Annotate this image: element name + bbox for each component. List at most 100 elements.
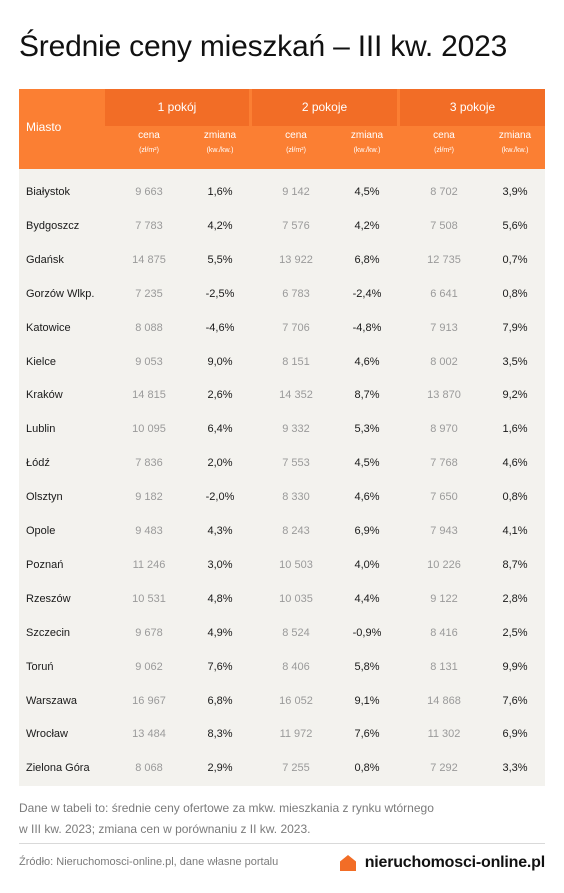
table-row: Toruń 9 062 7,6% 8 406 5,8% 8 131 9,9% [19, 650, 545, 684]
change-cell: 7,9% [502, 321, 528, 334]
price-cell: 7 706 [282, 321, 310, 334]
change-cell: 4,8% [207, 592, 233, 605]
price-cell: 10 503 [279, 558, 313, 571]
price-cell: 8 524 [282, 626, 310, 639]
change-cell: 8,7% [354, 389, 380, 402]
column-header-change: zmiana (kw./kw.) [337, 129, 397, 157]
change-cell: 0,8% [502, 491, 528, 504]
price-cell: 7 553 [282, 457, 310, 470]
column-header-change: zmiana (kw./kw.) [485, 129, 545, 157]
price-cell: 14 868 [427, 694, 461, 707]
city-name: Wrocław [26, 728, 68, 741]
price-table: Miasto 1 pokój 2 pokoje 3 pokoje cena (zł… [19, 89, 545, 786]
table-row: Kielce 9 053 9,0% 8 151 4,6% 8 002 3,5% [19, 345, 545, 379]
table-row: Katowice 8 088 -4,6% 7 706 -4,8% 7 913 7,9% [19, 311, 545, 345]
source-text: Źródło: Nieruchomosci-online.pl, dane wł… [19, 856, 279, 868]
change-cell: 5,3% [354, 423, 380, 436]
price-cell: 10 035 [279, 592, 313, 605]
change-cell: 6,8% [354, 253, 380, 266]
change-cell: -2,4% [352, 287, 382, 300]
price-cell: 7 292 [430, 762, 458, 775]
price-cell: 14 875 [132, 253, 166, 266]
city-name: Katowice [26, 321, 71, 334]
city-name: Szczecin [26, 626, 71, 639]
price-cell: 12 735 [427, 253, 461, 266]
price-cell: 7 913 [430, 321, 458, 334]
change-cell: 4,6% [354, 491, 380, 504]
price-cell: 7 508 [430, 219, 458, 232]
price-cell: 16 052 [279, 694, 313, 707]
change-cell: 7,6% [354, 728, 380, 741]
table-row: Poznań 11 246 3,0% 10 503 4,0% 10 226 8,7% [19, 548, 545, 582]
price-cell: 8 151 [282, 355, 310, 368]
table-row: Opole 9 483 4,3% 8 243 6,9% 7 943 4,1% [19, 514, 545, 548]
price-cell: 13 870 [427, 389, 461, 402]
city-name: Poznań [26, 558, 64, 571]
city-name: Gdańsk [26, 253, 64, 266]
price-cell: 8 330 [282, 491, 310, 504]
city-name: Łódź [26, 457, 50, 470]
price-cell: 7 650 [430, 491, 458, 504]
change-cell: 5,5% [207, 253, 233, 266]
price-cell: 11 302 [427, 728, 461, 741]
price-cell: 13 922 [279, 253, 313, 266]
price-cell: 8 002 [430, 355, 458, 368]
column-header-unit: (kw./kw.) [353, 147, 381, 154]
table-row: Łódź 7 836 2,0% 7 553 4,5% 7 768 4,6% [19, 446, 545, 480]
table-row: Rzeszów 10 531 4,8% 10 035 4,4% 9 122 2,8% [19, 582, 545, 616]
price-cell: 8 131 [430, 660, 458, 673]
change-cell: -2,0% [205, 491, 235, 504]
price-cell: 9 053 [135, 355, 163, 368]
price-cell: 11 246 [132, 558, 166, 571]
column-header-label: cena [433, 130, 455, 141]
price-cell: 8 406 [282, 660, 310, 673]
change-cell: -0,9% [352, 626, 382, 639]
price-cell: 8 088 [135, 321, 163, 334]
price-cell: 10 531 [132, 592, 166, 605]
change-cell: 3,3% [502, 762, 528, 775]
city-name: Opole [26, 525, 56, 537]
change-cell: 6,9% [354, 525, 380, 537]
city-name: Warszawa [26, 694, 77, 707]
change-cell: 0,8% [354, 762, 380, 775]
city-name: Rzeszów [26, 592, 71, 605]
table-row: Lublin 10 095 6,4% 9 332 5,3% 8 970 1,6% [19, 412, 545, 446]
city-name: Gorzów Wlkp. [26, 287, 95, 300]
price-cell: 8 970 [430, 423, 458, 436]
change-cell: 9,0% [207, 355, 233, 368]
change-cell: 4,3% [207, 525, 233, 537]
change-cell: 4,6% [502, 457, 528, 470]
column-header-price: cena (zł/m²) [266, 129, 326, 157]
price-cell: 9 182 [135, 491, 163, 504]
change-cell: 2,9% [207, 762, 233, 775]
price-cell: 9 663 [135, 186, 163, 198]
table-row: Warszawa 16 967 6,8% 16 052 9,1% 14 868 7,6% [19, 684, 545, 718]
change-cell: 3,9% [502, 186, 528, 198]
price-cell: 9 483 [135, 525, 163, 537]
price-cell: 8 068 [135, 762, 163, 775]
table-row: Szczecin 9 678 4,9% 8 524 -0,9% 8 416 2,5% [19, 616, 545, 650]
price-cell: 6 783 [282, 287, 310, 300]
brand-logo: nieruchomosci-online.pl [339, 851, 545, 875]
price-cell: 7 783 [135, 219, 163, 232]
table-row: Zielona Góra 8 068 2,9% 7 255 0,8% 7 292 3,3% [19, 751, 545, 785]
change-cell: 3,0% [207, 558, 233, 571]
change-cell: -4,8% [352, 321, 382, 334]
city-name: Olsztyn [26, 491, 63, 504]
price-cell: 8 416 [430, 626, 458, 639]
price-cell: 6 641 [430, 287, 458, 300]
table-row: Olsztyn 9 182 -2,0% 8 330 4,6% 7 650 0,8% [19, 480, 545, 514]
column-header-label: zmiana [498, 130, 532, 141]
change-cell: 4,0% [354, 558, 380, 571]
price-cell: 9 678 [135, 626, 163, 639]
price-cell: 7 255 [282, 762, 310, 775]
change-cell: 4,1% [502, 525, 528, 537]
city-name: Białystok [26, 186, 71, 198]
city-name: Lublin [26, 423, 56, 436]
change-cell: 4,9% [207, 626, 233, 639]
table-row: Kraków 14 815 2,6% 14 352 8,7% 13 870 9,2% [19, 378, 545, 412]
footer-divider [19, 843, 545, 844]
group-header-bar [105, 89, 249, 126]
city-name: Bydgoszcz [26, 219, 80, 232]
table-row: Gdańsk 14 875 5,5% 13 922 6,8% 12 735 0,7% [19, 243, 545, 277]
